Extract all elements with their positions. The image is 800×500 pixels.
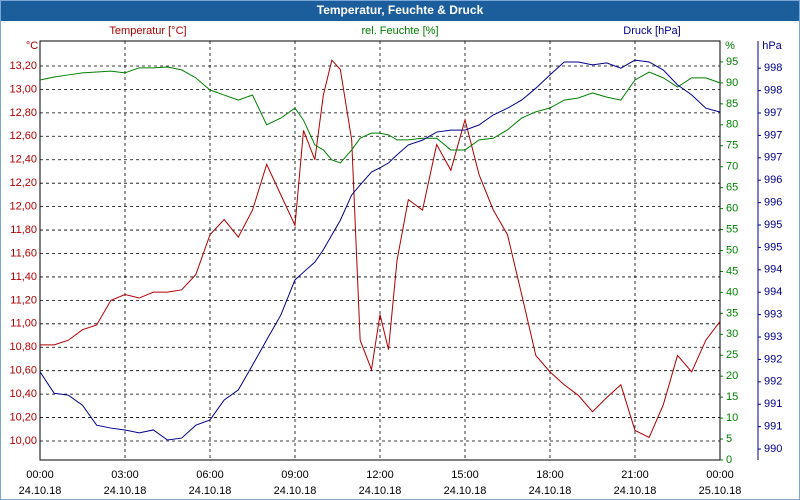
series-line (39, 66, 721, 164)
y2-tick-label: 30 (726, 328, 738, 340)
y2-tick-label: 55 (726, 223, 738, 235)
y-tick-label: 11,00 (10, 318, 37, 330)
series-line (40, 59, 721, 439)
y3-tick-label: 995 (764, 241, 782, 253)
y3-unit: hPa (762, 40, 782, 52)
y2-tick-label: 65 (726, 182, 738, 194)
x-tick-label: 09:00 (281, 469, 309, 481)
x-tick-label: 03:00 (111, 469, 139, 481)
x-tick-label: 18:00 (536, 469, 564, 481)
y3-tick-label: 991 (764, 398, 782, 410)
x-tick-date: 24.10.18 (19, 485, 62, 497)
y-tick-label: 11,20 (10, 294, 37, 306)
x-tick-label: 00:00 (706, 469, 734, 481)
y3-tick-label: 996 (764, 197, 782, 209)
y2-tick-label: 40 (726, 286, 738, 298)
y3-tick-label: 993 (764, 331, 782, 343)
y-tick-label: 10,20 (9, 411, 37, 423)
x-tick-date: 24.10.18 (189, 485, 232, 497)
y2-tick-label: 25 (726, 349, 738, 361)
y-tick-label: 10,40 (9, 388, 37, 400)
y2-tick-label: 5 (726, 433, 732, 445)
y2-tick-label: 60 (726, 203, 738, 215)
y2-tick-label: 80 (726, 119, 738, 131)
y3-tick-label: 991 (764, 421, 782, 433)
y2-tick-label: 35 (726, 307, 738, 319)
y2-tick-label: 10 (726, 412, 738, 424)
chart-title: Temperatur, Feuchte & Druck (317, 3, 484, 17)
y-tick-label: 12,80 (9, 107, 37, 119)
series-title: Temperatur [°C] (109, 25, 186, 37)
y-tick-label: 11,60 (10, 247, 37, 259)
y3-tick-label: 996 (764, 174, 782, 186)
y-tick-label: 11,80 (10, 224, 37, 236)
y3-tick-label: 995 (764, 219, 782, 231)
y2-tick-label: 90 (726, 77, 738, 89)
y2-tick-label: 45 (726, 265, 738, 277)
x-tick-label: 21:00 (621, 469, 649, 481)
y3-tick-label: 997 (764, 152, 782, 164)
title-bar (1, 1, 799, 21)
y-tick-label: 10,00 (9, 435, 37, 447)
y2-tick-label: 0 (726, 454, 732, 466)
x-tick-date: 24.10.18 (614, 485, 657, 497)
y3-tick-label: 993 (764, 309, 782, 321)
x-tick-date: 25.10.18 (699, 485, 742, 497)
x-tick-label: 15:00 (451, 469, 479, 481)
y-tick-label: 10,60 (9, 365, 37, 377)
y2-tick-label: 85 (726, 98, 738, 110)
y3-tick-label: 992 (764, 376, 782, 388)
y2-unit: % (725, 40, 735, 52)
y3-tick-label: 992 (764, 353, 782, 365)
series-title: rel. Feuchte [%] (361, 25, 438, 37)
y-unit: °C (26, 40, 38, 52)
x-tick-label: 06:00 (196, 469, 224, 481)
series-title: Druck [hPa] (623, 25, 680, 37)
y3-tick-label: 997 (764, 129, 782, 141)
y2-tick-label: 15 (726, 391, 738, 403)
y-tick-label: 13,00 (9, 83, 37, 95)
y-tick-label: 10,80 (9, 341, 37, 353)
x-tick-date: 24.10.18 (104, 485, 147, 497)
x-tick-label: 00:00 (26, 469, 54, 481)
y2-tick-label: 20 (726, 370, 738, 382)
y-tick-label: 11,40 (10, 271, 37, 283)
y-tick-label: 12,60 (9, 130, 37, 142)
y-tick-label: 12,00 (9, 201, 37, 213)
y2-tick-label: 50 (726, 244, 738, 256)
x-tick-date: 24.10.18 (444, 485, 487, 497)
x-tick-label: 12:00 (366, 469, 394, 481)
x-tick-date: 24.10.18 (359, 485, 402, 497)
y2-tick-label: 95 (726, 56, 738, 68)
y3-tick-label: 994 (764, 264, 782, 276)
y3-tick-label: 998 (764, 84, 782, 96)
y3-tick-label: 994 (764, 286, 782, 298)
y2-tick-label: 75 (726, 140, 738, 152)
y2-tick-label: 70 (726, 161, 738, 173)
y-tick-label: 13,20 (9, 60, 37, 72)
x-tick-date: 24.10.18 (274, 485, 317, 497)
y3-tick-label: 990 (764, 443, 782, 455)
y-tick-label: 12,20 (9, 177, 37, 189)
y3-tick-label: 997 (764, 107, 782, 119)
x-tick-date: 24.10.18 (529, 485, 572, 497)
y3-tick-label: 998 (764, 62, 782, 74)
y-tick-label: 12,40 (9, 154, 37, 166)
series-line (39, 59, 721, 441)
